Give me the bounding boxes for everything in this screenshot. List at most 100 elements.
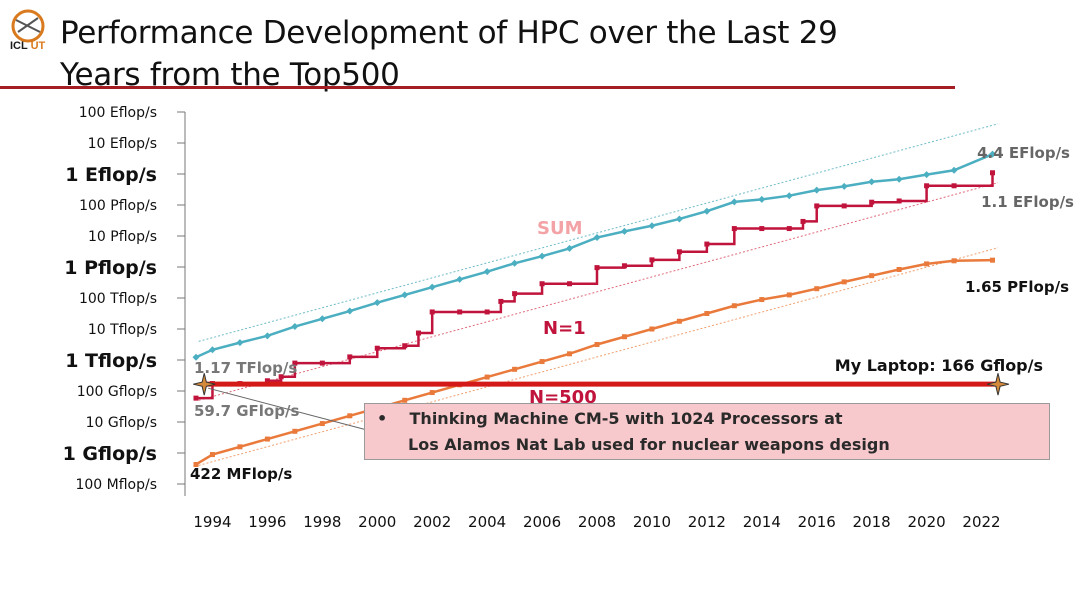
- n1-series-line: [195, 172, 994, 400]
- n500-data-point: [594, 342, 600, 347]
- sum-data-point: [593, 234, 601, 242]
- n1-data-point: [951, 183, 957, 189]
- laptop-star-icon: [986, 373, 1010, 396]
- n1-data-point: [786, 226, 792, 232]
- sum-data-point: [373, 299, 381, 307]
- n500-data-point: [676, 318, 682, 324]
- n1-data-point: [402, 343, 408, 349]
- sum-data-point: [192, 353, 200, 361]
- n500-data-point: [869, 273, 875, 279]
- sum-data-point: [989, 150, 997, 158]
- n1-data-point: [415, 330, 421, 336]
- sum-data-point: [785, 192, 793, 200]
- n500-data-point: [841, 279, 847, 285]
- sum-data-point: [318, 315, 326, 323]
- sum-data-point: [236, 339, 244, 347]
- sum-data-point: [950, 166, 958, 174]
- n500-series-line: [195, 258, 993, 466]
- sum-data-point: [730, 198, 738, 206]
- n500-data-point: [429, 390, 435, 396]
- n1-data-point: [457, 309, 463, 315]
- y-tick-label: 1 Pflop/s: [64, 257, 157, 279]
- sum-series-label: SUM: [537, 218, 583, 239]
- sum-data-point: [428, 283, 436, 291]
- x-tick-label: 2002: [413, 513, 451, 531]
- y-tick-label: 100 Mflop/s: [75, 477, 157, 493]
- sum-data-point: [263, 332, 271, 340]
- y-tick-label: 100 Eflop/s: [79, 105, 157, 121]
- n500-data-point: [951, 258, 957, 264]
- n1-data-point: [278, 374, 284, 380]
- sum-data-point: [813, 186, 821, 194]
- n1-data-point: [924, 183, 930, 189]
- n500-data-point: [193, 461, 199, 467]
- sum-data-point: [208, 346, 216, 354]
- n500-data-point: [731, 303, 737, 309]
- x-tick-label: 1996: [248, 513, 286, 531]
- sum-data-point: [538, 252, 546, 260]
- n500-data-point: [649, 326, 655, 332]
- sum-data-point: [511, 259, 519, 267]
- n1-data-point: [319, 360, 325, 366]
- y-tick-label: 10 Gflop/s: [86, 415, 157, 431]
- x-tick-label: 2020: [907, 513, 945, 531]
- n1-data-point: [429, 309, 435, 315]
- y-tick-label: 100 Tflop/s: [79, 291, 157, 307]
- n1-data-point: [498, 298, 504, 304]
- n500-data-point: [786, 292, 792, 298]
- n1-data-point: [704, 241, 710, 247]
- n500-data-point: [319, 421, 325, 427]
- icl-logo-icon: [11, 9, 45, 43]
- sum-data-point: [703, 207, 711, 215]
- n1-data-point: [347, 354, 353, 360]
- n500-data-point: [539, 359, 545, 365]
- callout-pointer: [208, 387, 368, 431]
- sum-data-point: [675, 215, 683, 223]
- sum-data-point: [346, 307, 354, 315]
- n500-data-point: [621, 334, 627, 340]
- n1-data-point: [649, 257, 655, 263]
- n500-data-point: [292, 428, 298, 434]
- n500-data-point: [484, 374, 490, 380]
- sum-data-point: [401, 291, 409, 299]
- n1-data-point: [896, 198, 902, 204]
- sum-data-point: [868, 178, 876, 186]
- n1-data-point: [841, 203, 847, 209]
- title-rule: [0, 86, 955, 89]
- sum-data-point: [758, 195, 766, 203]
- y-tick-label: 100 Pflop/s: [79, 198, 157, 214]
- laptop-label: My Laptop: 166 Gflop/s: [835, 356, 1043, 375]
- n1-data-point: [621, 263, 627, 269]
- y-tick-label: 100 Gflop/s: [77, 384, 157, 400]
- n1-data-point: [759, 226, 765, 232]
- n500-data-point: [814, 286, 820, 292]
- n1-tflop-value-label: 1.17 TFlop/s: [194, 359, 297, 377]
- title-line-1: Performance Development of HPC over the …: [60, 15, 838, 51]
- n1-data-point: [676, 249, 682, 255]
- x-tick-label: 1994: [193, 513, 231, 531]
- x-tick-label: 2016: [798, 513, 836, 531]
- sum-end-value-label: 4.4 EFlop/s: [977, 144, 1070, 162]
- n1-data-point: [990, 170, 996, 176]
- n1-data-point: [800, 218, 806, 224]
- x-tick-label: 1998: [303, 513, 341, 531]
- n1-data-point: [512, 291, 518, 297]
- n1-start-value-label: 59.7 GFlop/s: [194, 402, 299, 420]
- callout-line-2: Los Alamos Nat Lab used for nuclear weap…: [408, 435, 890, 454]
- n500-data-point: [237, 444, 243, 450]
- n1-data-point: [731, 226, 737, 232]
- n1-data-point: [567, 281, 573, 287]
- sum-data-point: [840, 182, 848, 190]
- n1-data-point: [594, 265, 600, 271]
- logo-text: ICL UT: [10, 40, 46, 52]
- y-tick-label: 10 Eflop/s: [88, 136, 157, 152]
- n500-start-value-label: 422 MFlop/s: [190, 465, 292, 483]
- n500-data-point: [567, 351, 573, 357]
- n500-data-point: [209, 452, 215, 458]
- n1-data-point: [292, 360, 298, 366]
- x-tick-label: 2004: [468, 513, 506, 531]
- x-tick-label: 2012: [688, 513, 726, 531]
- sum-data-point: [923, 171, 931, 179]
- n500-data-point: [924, 261, 930, 267]
